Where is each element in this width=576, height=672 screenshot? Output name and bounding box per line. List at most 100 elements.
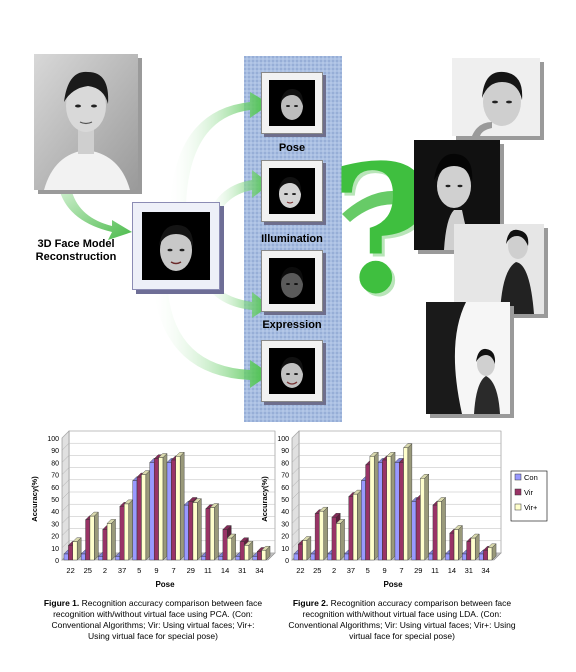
y-tick-label: 80	[281, 460, 289, 467]
grid-line-diag	[291, 430, 300, 439]
y-tick-label: 100	[277, 436, 289, 443]
x-tick-label: 14	[221, 566, 229, 575]
grid-line-diag	[61, 479, 70, 487]
y-tick-label: 20	[51, 534, 59, 541]
grid-line-diag	[291, 467, 300, 475]
bar-vir-plus-37	[352, 489, 362, 561]
legend-label: Vir	[524, 488, 534, 497]
x-tick-label: 22	[66, 566, 74, 575]
arrow-to-special	[154, 292, 270, 388]
grid-line-diag	[61, 467, 70, 475]
x-tick-label: 29	[414, 566, 422, 575]
x-axis-label: Pose	[383, 580, 403, 589]
y-tick-label: 30	[51, 521, 59, 528]
y-tick-label: 0	[285, 558, 289, 565]
gallery-photo-1	[452, 58, 540, 136]
grid-line-diag	[291, 528, 300, 536]
arrow-to-pose	[170, 92, 270, 204]
x-tick-label: 2	[332, 566, 336, 575]
bar-vir-plus-9	[158, 453, 168, 561]
bar-vir-plus-14	[453, 525, 463, 561]
y-tick-label: 70	[51, 473, 59, 480]
grid-line-diag	[61, 455, 70, 463]
x-tick-label: 22	[296, 566, 304, 575]
y-tick-label: 70	[281, 473, 289, 480]
bar-vir-plus-2	[335, 518, 346, 561]
x-tick-label: 14	[448, 566, 456, 575]
x-tick-label: 34	[481, 566, 489, 575]
y-tick-label: 90	[281, 448, 289, 455]
x-tick-label: 37	[118, 566, 126, 575]
grid-line-diag	[291, 540, 300, 548]
arrow-to-expression	[200, 270, 270, 318]
gallery-photo-4	[426, 302, 510, 414]
variation-label-pose: Pose	[278, 142, 306, 154]
figure-1-caption: Figure 1. Recognition accuracy compariso…	[40, 598, 266, 642]
grid-line-diag	[61, 516, 70, 524]
bar-vir-plus-25	[89, 511, 99, 561]
x-tick-label: 5	[137, 566, 141, 575]
variation-thumb-illumination	[261, 160, 323, 222]
x-tick-label: 34	[255, 566, 263, 575]
y-tick-label: 20	[281, 534, 289, 541]
bar-vir-plus-31	[243, 540, 254, 561]
reconstruction-label: 3D Face Model Reconstruction	[35, 238, 117, 263]
x-tick-label: 25	[313, 566, 321, 575]
variation-label-expression: Expression	[262, 319, 322, 331]
arrow-photo-to-model	[60, 192, 132, 240]
variation-thumb-special	[261, 340, 323, 402]
grid-line-diag	[61, 430, 70, 439]
bar-vir-plus-29	[419, 473, 430, 561]
x-axis-label: Pose	[155, 580, 175, 589]
chart-pca: 0 10 20 30 40 50 60 70 80 90 100 22 25 2 37 5 9 7 29 11 14 31…	[30, 430, 276, 589]
arrow-to-gallery	[342, 186, 432, 222]
y-tick-label: 50	[51, 497, 59, 504]
legend-swatch	[514, 473, 522, 481]
x-tick-label: 25	[84, 566, 92, 575]
x-tick-label: 31	[238, 566, 246, 575]
x-tick-label: 7	[171, 566, 175, 575]
grid-line-diag	[291, 443, 300, 451]
variation-label-illumination: Illumination	[261, 233, 323, 245]
legend-swatch	[514, 488, 522, 496]
variation-thumb-pose	[261, 72, 323, 134]
grid-line-diag	[291, 516, 300, 524]
y-tick-label: 50	[281, 497, 289, 504]
y-axis-label: Accuracy(%)	[260, 476, 269, 522]
grid-line-diag	[61, 528, 70, 536]
question-mark: ?	[330, 126, 434, 333]
x-tick-label: 29	[187, 566, 195, 575]
legend-label: Con	[524, 473, 538, 482]
y-tick-label: 10	[51, 546, 59, 553]
bar-vir-plus-7	[403, 443, 413, 561]
x-tick-label: 2	[103, 566, 107, 575]
figure-2-label: Figure 2.	[292, 598, 329, 608]
bar-vir-plus-22	[302, 535, 312, 561]
y-tick-label: 60	[281, 485, 289, 492]
x-tick-label: 9	[382, 566, 386, 575]
y-tick-label: 60	[51, 485, 59, 492]
x-tick-label: 7	[399, 566, 403, 575]
bar-vir-plus-34	[487, 543, 497, 561]
bar-vir-plus-37	[123, 499, 134, 561]
grid-line-diag	[61, 443, 70, 451]
variation-thumb-expression	[261, 250, 323, 312]
y-tick-label: 40	[281, 509, 289, 516]
x-tick-label: 5	[366, 566, 370, 575]
y-tick-label: 40	[51, 509, 59, 516]
bar-vir-plus-25	[318, 506, 329, 561]
bar-vir-plus-2	[106, 518, 117, 561]
bar-vir-plus-9	[386, 451, 396, 561]
y-tick-label: 30	[281, 521, 289, 528]
figure-2-caption: Figure 2. Recognition accuracy compariso…	[282, 598, 522, 642]
grid-line-diag	[61, 491, 70, 500]
bar-vir-plus-22	[72, 537, 82, 561]
grid-line-diag	[61, 540, 70, 548]
y-tick-label: 0	[55, 558, 59, 565]
grid-line-diag	[291, 479, 300, 487]
grid-line-diag	[291, 504, 300, 512]
gallery-photo-3	[454, 224, 544, 314]
bar-vir-plus-11	[209, 503, 220, 561]
grid-line-diag	[291, 455, 300, 463]
flow-arrows	[60, 92, 432, 388]
